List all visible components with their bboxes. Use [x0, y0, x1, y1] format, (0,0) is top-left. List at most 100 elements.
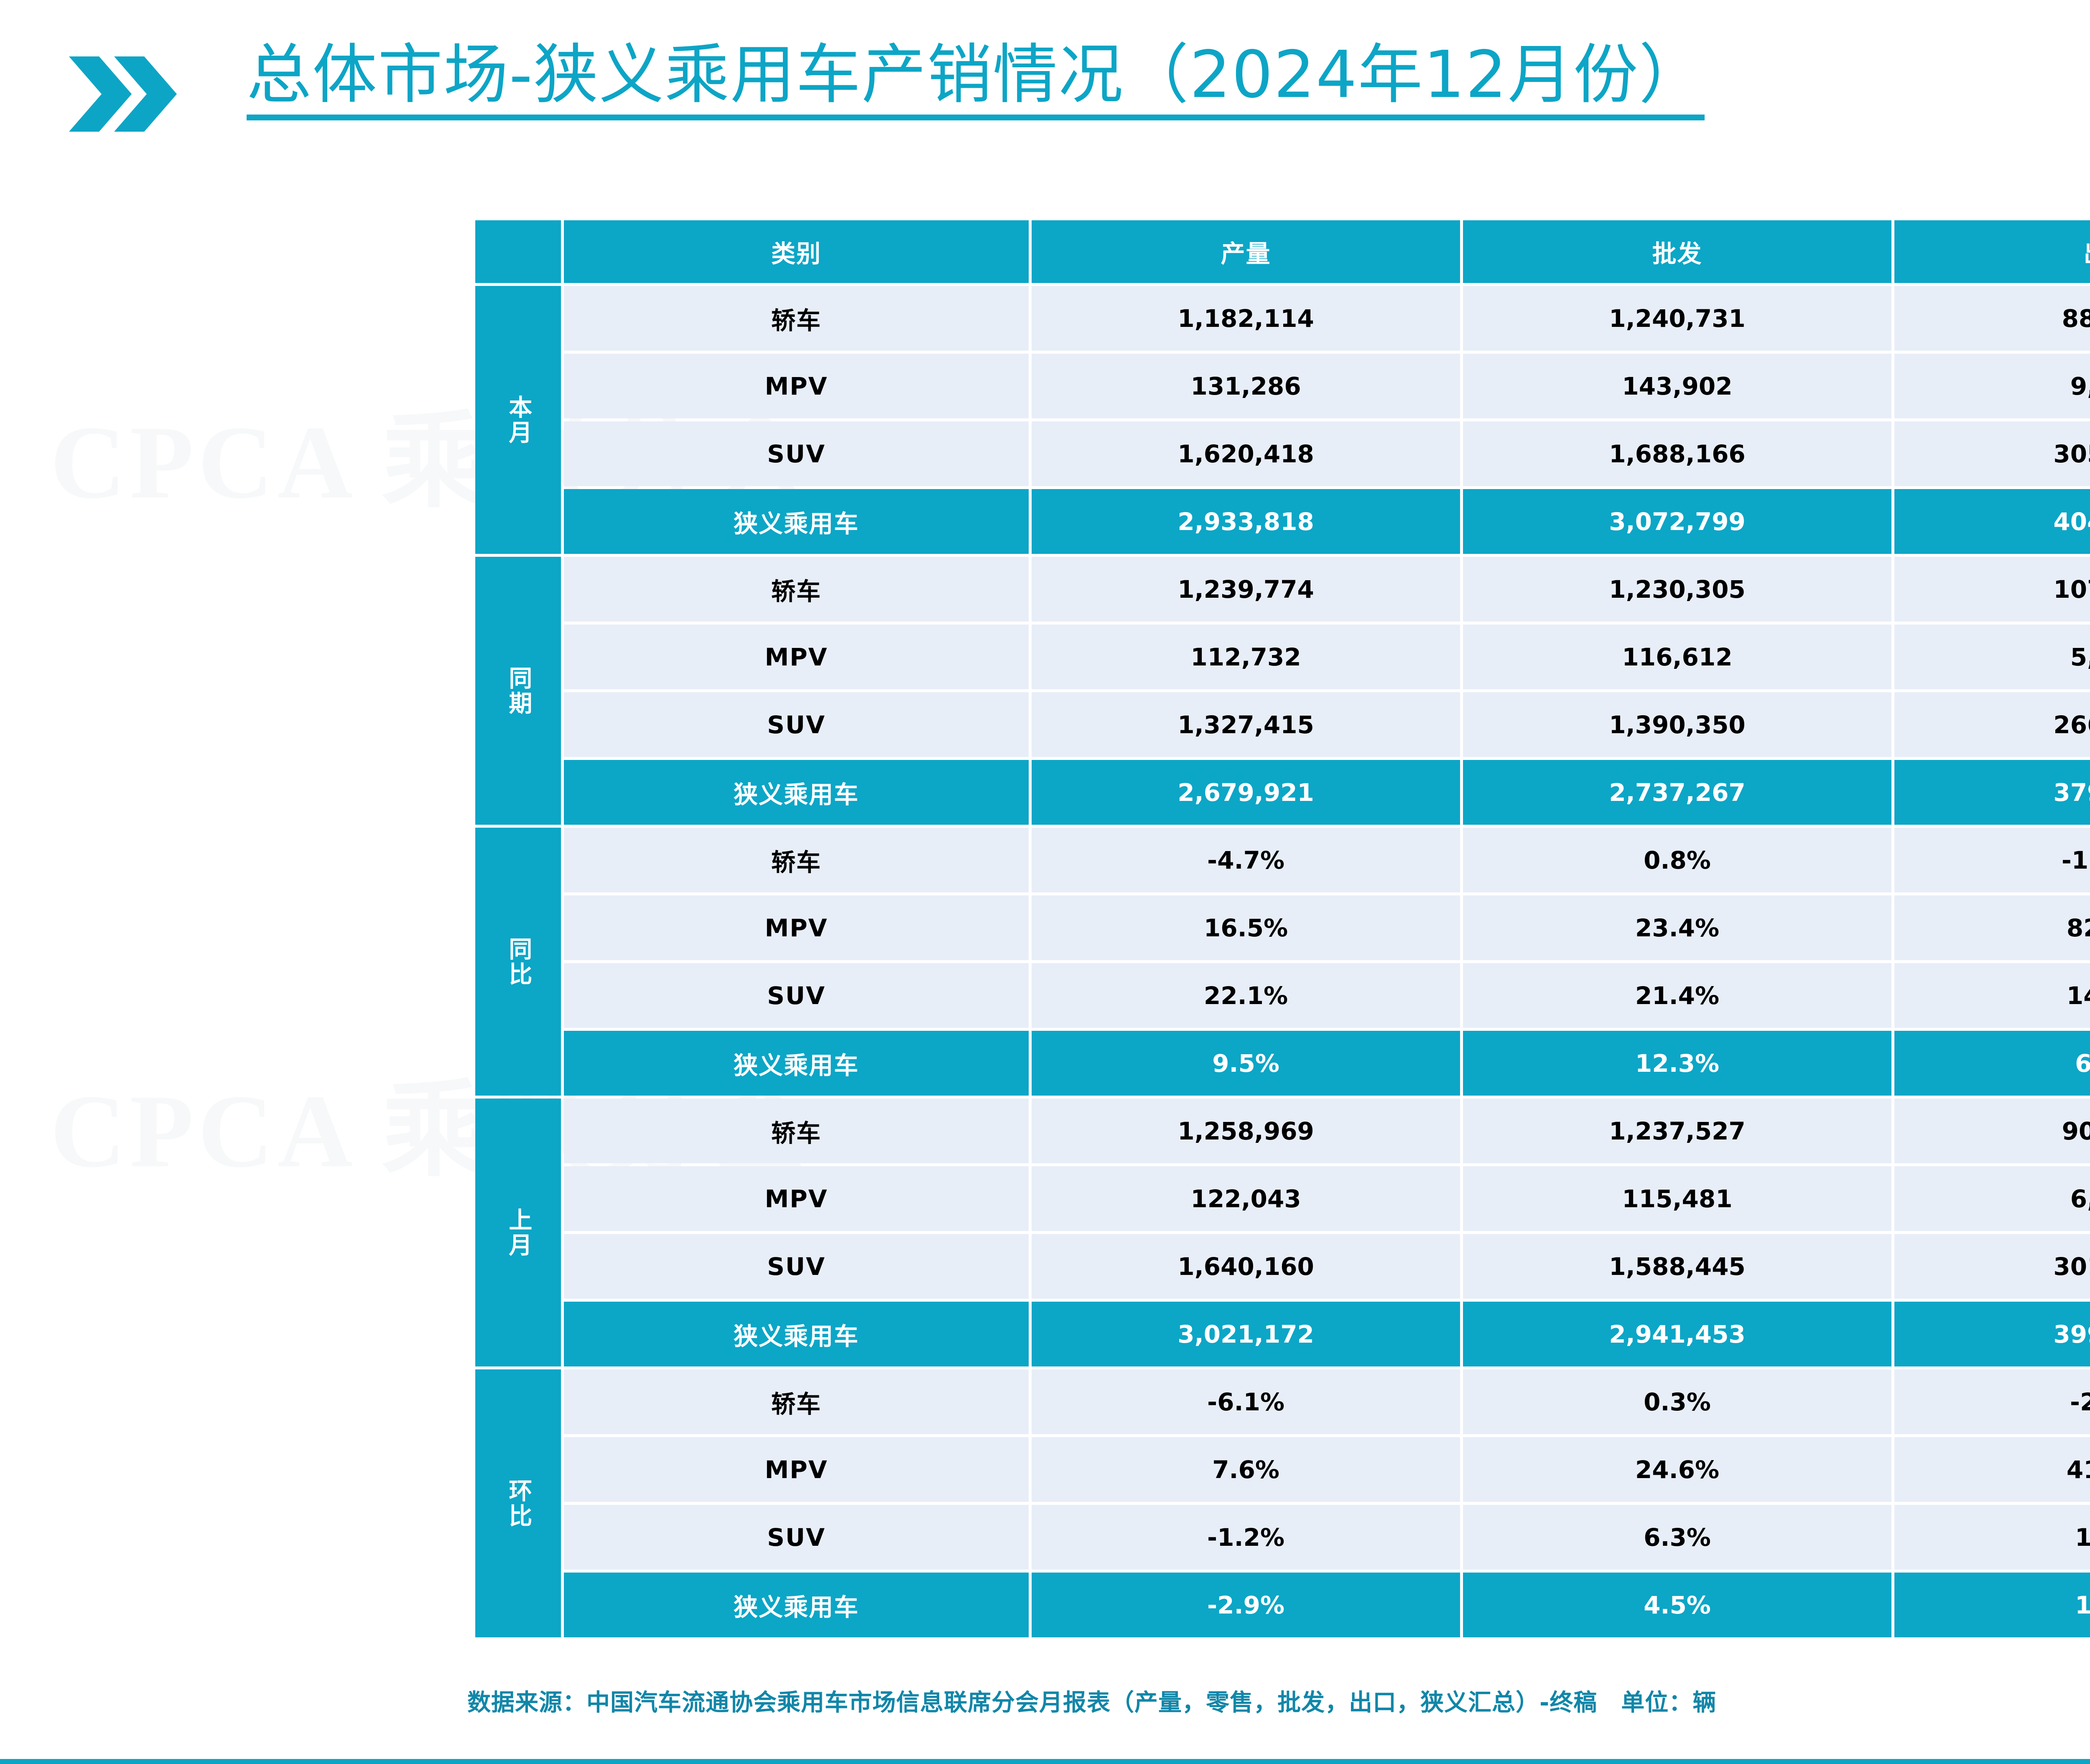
- cell-wholesale: 21.4%: [1463, 963, 1891, 1028]
- cell-export: 107,339: [1894, 557, 2090, 622]
- cell-category: 狭义乘用车: [564, 1031, 1029, 1096]
- cell-export: 399,012: [1894, 1302, 2090, 1366]
- cell-wholesale: 1,588,445: [1463, 1234, 1891, 1299]
- cell-export: 41.0%: [1894, 1437, 2090, 1502]
- cell-category: 轿车: [564, 557, 1029, 622]
- cell-production: 131,286: [1032, 354, 1460, 418]
- cell-wholesale: 2,941,453: [1463, 1302, 1891, 1366]
- cell-production: 7.6%: [1032, 1437, 1460, 1502]
- row-group-label-2: 同比: [475, 828, 561, 1096]
- cell-production: 122,043: [1032, 1166, 1460, 1231]
- column-header-category: 类别: [564, 220, 1029, 283]
- cell-production: -4.7%: [1032, 828, 1460, 892]
- cell-category: SUV: [564, 692, 1029, 757]
- table-header-row: 类别 产量 批发 出口 零售: [475, 220, 2090, 283]
- cell-category: SUV: [564, 421, 1029, 486]
- cell-export: 305,807: [1894, 421, 2090, 486]
- cell-production: 1,640,160: [1032, 1234, 1460, 1299]
- cell-wholesale: 143,902: [1463, 354, 1891, 418]
- cell-export: 379,047: [1894, 760, 2090, 825]
- cell-production: -6.1%: [1032, 1369, 1460, 1434]
- cell-export: 301,191: [1894, 1234, 2090, 1299]
- cell-production: 9.5%: [1032, 1031, 1460, 1096]
- cell-production: 1,182,114: [1032, 286, 1460, 351]
- cell-export: 1.3%: [1894, 1573, 2090, 1637]
- table-body: 本月轿车1,182,1141,240,73188,4231,152,665MPV…: [475, 286, 2090, 1637]
- cell-category: MPV: [564, 1166, 1029, 1231]
- cell-export: 5,405: [1894, 625, 2090, 689]
- cell-wholesale: 2,737,267: [1463, 760, 1891, 825]
- cell-export: 266,303: [1894, 692, 2090, 757]
- cell-export: 6.6%: [1894, 1031, 2090, 1096]
- cell-production: 22.1%: [1032, 963, 1460, 1028]
- cell-category: MPV: [564, 354, 1029, 418]
- cell-wholesale: 3,072,799: [1463, 489, 1891, 554]
- column-header-production: 产量: [1032, 220, 1460, 283]
- data-source-note: 数据来源：中国汽车流通协会乘用车市场信息联席分会月报表（产量，零售，批发，出口，…: [467, 1689, 1717, 1716]
- cell-production: -2.9%: [1032, 1573, 1460, 1637]
- double-chevron-right-icon: [69, 56, 199, 132]
- cell-category: MPV: [564, 625, 1029, 689]
- cell-production: 1,239,774: [1032, 557, 1460, 622]
- cell-category: 狭义乘用车: [564, 1573, 1029, 1637]
- cell-export: 6,989: [1894, 1166, 2090, 1231]
- cell-wholesale: 0.3%: [1463, 1369, 1891, 1434]
- cell-production: 1,258,969: [1032, 1099, 1460, 1163]
- cell-category: SUV: [564, 963, 1029, 1028]
- cell-export: 9,853: [1894, 354, 2090, 418]
- cell-category: MPV: [564, 895, 1029, 960]
- page-title: 总体市场-狭义乘用车产销情况（2024年12月份）: [247, 37, 1705, 112]
- cell-category: 轿车: [564, 1369, 1029, 1434]
- cell-wholesale: 12.3%: [1463, 1031, 1891, 1096]
- cell-export: 14.8%: [1894, 963, 2090, 1028]
- cell-wholesale: 115,481: [1463, 1166, 1891, 1231]
- cell-wholesale: 1,390,350: [1463, 692, 1891, 757]
- cell-category: 狭义乘用车: [564, 489, 1029, 554]
- cell-wholesale: 1,237,527: [1463, 1099, 1891, 1163]
- cell-category: SUV: [564, 1505, 1029, 1570]
- cell-category: 轿车: [564, 828, 1029, 892]
- table-row-total: 狭义乘用车-2.9%4.5%1.3%8.6%: [475, 1573, 2090, 1637]
- cell-wholesale: 4.5%: [1463, 1573, 1891, 1637]
- cell-wholesale: 116,612: [1463, 625, 1891, 689]
- cell-production: 2,933,818: [1032, 489, 1460, 554]
- cell-production: 3,021,172: [1032, 1302, 1460, 1366]
- header-corner-spacer: [475, 220, 561, 283]
- cell-wholesale: 1,230,305: [1463, 557, 1891, 622]
- cell-category: 狭义乘用车: [564, 1302, 1029, 1366]
- cell-export: 1.5%: [1894, 1505, 2090, 1570]
- cell-wholesale: 1,240,731: [1463, 286, 1891, 351]
- table-row: SUV-1.2%6.3%1.5%12.1%: [475, 1505, 2090, 1570]
- column-header-export: 出口: [1894, 220, 2090, 283]
- cell-production: -1.2%: [1032, 1505, 1460, 1570]
- cell-production: 1,327,415: [1032, 692, 1460, 757]
- production-sales-table: 类别 产量 批发 出口 零售 本月轿车1,182,1141,240,73188,…: [472, 217, 2090, 1640]
- cell-wholesale: 24.6%: [1463, 1437, 1891, 1502]
- cell-category: 轿车: [564, 286, 1029, 351]
- cell-production: 16.5%: [1032, 895, 1460, 960]
- cell-export: 88,423: [1894, 286, 2090, 351]
- cell-wholesale: 6.3%: [1463, 1505, 1891, 1570]
- bottom-rule: [0, 1759, 2090, 1764]
- cell-production: 112,732: [1032, 625, 1460, 689]
- page-title-container: 总体市场-狭义乘用车产销情况（2024年12月份）: [247, 37, 1705, 121]
- cell-category: 轿车: [564, 1099, 1029, 1163]
- cell-wholesale: 23.4%: [1463, 895, 1891, 960]
- cell-export: 90,832: [1894, 1099, 2090, 1163]
